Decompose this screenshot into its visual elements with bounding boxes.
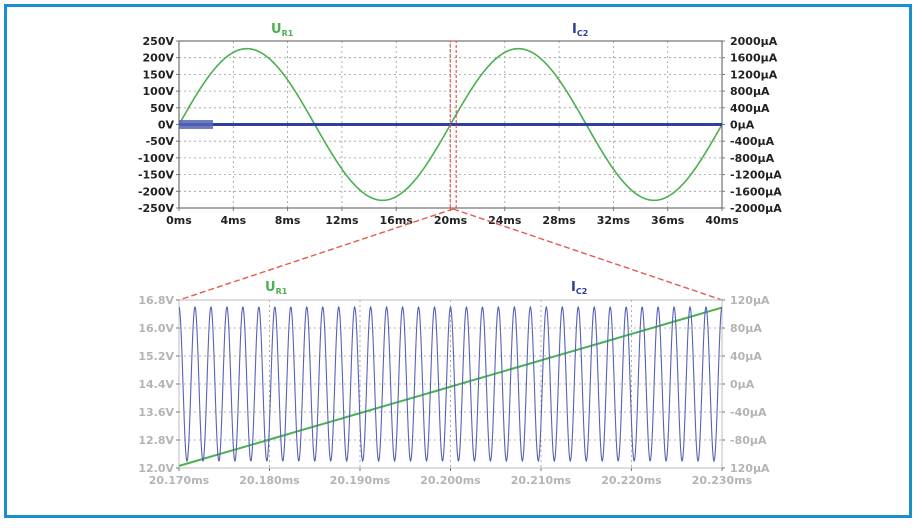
y-right-tick-label: 40µA: [730, 350, 762, 363]
legend-label-ur1: UR1: [271, 22, 294, 38]
zoom-connector-right: [452, 208, 723, 301]
x-tick-label: 20.190ms: [330, 474, 391, 487]
y-right-tick-label: -400µA: [730, 135, 775, 148]
figure-frame: [4, 4, 912, 518]
y-right-tick-label: -1600µA: [730, 185, 782, 198]
y-left-tick-label: 200V: [143, 52, 175, 65]
legend-label-sub: C2: [577, 29, 588, 38]
legend-label-main: I: [571, 280, 576, 295]
x-tick-label: 32ms: [597, 214, 631, 227]
y-left-tick-label: 12.8V: [138, 434, 174, 447]
y-left-tick-label: 0V: [158, 119, 175, 132]
bottom-panel: 20.170ms 20.180ms 20.190ms 20.200ms 20.210ms…: [138, 280, 770, 487]
y-right-tick-label: 1600µA: [730, 52, 778, 65]
y-left-tick-label: -200V: [138, 185, 175, 198]
legend-label-sub: R1: [276, 287, 288, 296]
x-tick-label: 24ms: [488, 214, 522, 227]
y-left-tick-label: -100V: [138, 152, 175, 165]
y-right-tick-label: -40µA: [730, 406, 767, 419]
x-tick-label: 20.220ms: [601, 474, 662, 487]
y-right-tick-label: -80µA: [730, 434, 767, 447]
y-left-tick-label: 250V: [143, 35, 175, 48]
y-right-tick-label: 2000µA: [730, 35, 778, 48]
legend-label-sub: R1: [282, 29, 294, 38]
y-left-tick-label: 14.4V: [138, 378, 174, 391]
x-tick-label: 20.230ms: [692, 474, 753, 487]
series-ic2-transient: [179, 120, 213, 129]
series-ic2-line: [179, 305, 722, 463]
y-right-tick-label: -2000µA: [730, 202, 782, 215]
x-tick-label: 12ms: [325, 214, 359, 227]
x-tick-label: 40ms: [705, 214, 739, 227]
y-left-tick-label: 150V: [143, 68, 175, 81]
zoom-connector-left: [178, 208, 454, 301]
x-tick-label: 20.210ms: [511, 474, 572, 487]
zoom-connector: [178, 40, 723, 301]
y-left-tick-label: 13.6V: [138, 406, 174, 419]
legend-label-ur1: UR1: [265, 280, 288, 296]
x-tick-label: 16ms: [380, 214, 414, 227]
series-ur1-line: [179, 306, 722, 467]
x-tick-label: 20.170ms: [149, 474, 210, 487]
y-right-tick-label: 120µA: [730, 462, 770, 475]
y-left-tick-label: 16.0V: [138, 322, 174, 335]
y-right-tick-label: 400µA: [730, 102, 770, 115]
x-tick-label: 28ms: [542, 214, 576, 227]
y-left-tick-label: 15.2V: [138, 350, 174, 363]
x-tick-label: 20.200ms: [420, 474, 481, 487]
legend-label-main: U: [271, 22, 282, 37]
x-tick-label: 36ms: [651, 214, 685, 227]
y-left-tick-label: 100V: [143, 85, 175, 98]
y-right-tick-label: 80µA: [730, 322, 762, 335]
y-left-tick-label: 16.8V: [138, 294, 174, 307]
zoom-marker: [449, 40, 457, 209]
y-right-tick-label: -800µA: [730, 152, 775, 165]
legend-label-sub: C2: [576, 287, 587, 296]
y-left-tick-label: -150V: [138, 169, 175, 182]
y-right-tick-label: 0µA: [730, 119, 755, 132]
y-right-tick-label: -1200µA: [730, 169, 782, 182]
y-right-tick-label: 0µA: [730, 378, 755, 391]
y-right-tick-label: 800µA: [730, 85, 770, 98]
x-tick-label: 20.180ms: [239, 474, 300, 487]
y-left-tick-label: 12.0V: [138, 462, 174, 475]
y-right-tick-label: 120µA: [730, 294, 770, 307]
y-left-tick-label: -250V: [138, 202, 175, 215]
legend-label-ic2: IC2: [571, 280, 587, 296]
legend-label-main: U: [265, 280, 276, 295]
series-group: [179, 305, 722, 467]
x-tick-label: 0ms: [166, 214, 192, 227]
top-panel: 0ms 4ms 8ms 12ms 16ms 20ms 24ms 28ms 32ms 36ms 40m…: [138, 22, 782, 227]
x-tick-label: 4ms: [220, 214, 246, 227]
legend-label-ic2: IC2: [572, 22, 588, 38]
y-right-tick-label: 1200µA: [730, 68, 778, 81]
x-tick-label: 8ms: [275, 214, 301, 227]
legend-label-main: I: [572, 22, 577, 37]
y-left-tick-label: 50V: [150, 102, 174, 115]
x-tick-label: 20ms: [434, 214, 468, 227]
y-left-tick-label: -50V: [146, 135, 175, 148]
